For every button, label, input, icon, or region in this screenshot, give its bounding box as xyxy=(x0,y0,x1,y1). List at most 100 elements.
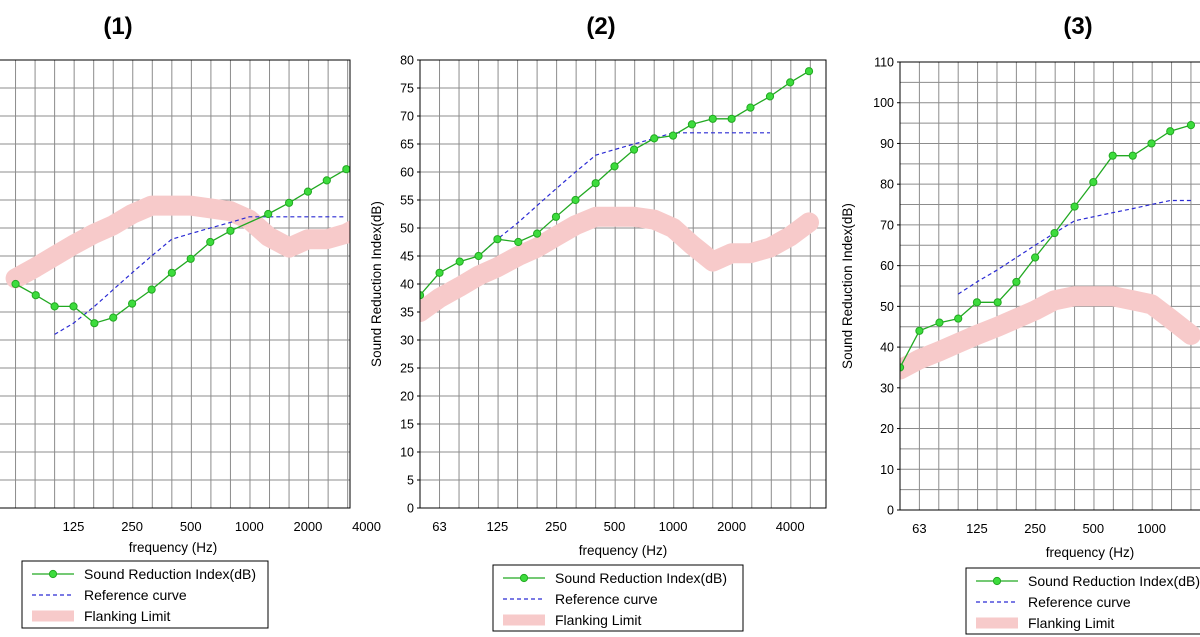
sri-point xyxy=(708,114,717,123)
y-tick-label: 45 xyxy=(400,250,414,264)
series-flanking-limit xyxy=(900,286,1200,380)
sri-point xyxy=(264,209,273,219)
chart-panel-2: (2) 0 5 10 15 20 25 30 35 40 45 50 55 60 65 70 75 80 63 125… xyxy=(369,13,827,632)
chart-title: (1) xyxy=(103,13,132,40)
sri-point xyxy=(972,298,982,307)
series-reference-curve xyxy=(54,216,347,335)
y-tick-label: 75 xyxy=(400,82,414,96)
series-layer xyxy=(900,121,1200,380)
sri-point xyxy=(993,298,1002,307)
sri-point xyxy=(1089,178,1098,187)
sri-point xyxy=(284,198,294,207)
sri-point xyxy=(167,268,176,277)
sri-point xyxy=(765,92,775,101)
x-tick-label: 250 xyxy=(545,519,567,534)
sri-point xyxy=(935,318,944,327)
x-tick-label: 1000 xyxy=(659,519,688,534)
y-tick-label: 70 xyxy=(880,218,894,232)
y-tick-label: 80 xyxy=(400,54,414,68)
sri-point xyxy=(514,237,523,247)
sri-point xyxy=(727,114,736,123)
y-tick-label: 60 xyxy=(880,259,894,273)
sri-point xyxy=(1012,277,1021,287)
sri-point xyxy=(474,251,483,261)
series-layer xyxy=(5,165,350,335)
y-tick-label: 20 xyxy=(400,390,414,404)
sri-point xyxy=(954,314,963,323)
legend-label: Flanking Limit xyxy=(84,608,170,624)
grid xyxy=(900,62,1200,510)
sri-point xyxy=(493,235,502,244)
y-tick-label: 20 xyxy=(880,422,894,436)
x-tick-label: 63 xyxy=(432,519,446,534)
legend-label: Sound Reduction Index(dB) xyxy=(84,566,256,582)
x-tick-label: 4000 xyxy=(776,519,805,534)
y-tick-label: 50 xyxy=(400,222,414,236)
legend-marker-sri xyxy=(519,573,529,583)
x-tick-label: 1000 xyxy=(235,519,264,534)
sri-point xyxy=(206,237,215,247)
sri-point xyxy=(303,187,313,196)
x-tick-label: 4000 xyxy=(352,519,381,534)
legend-label: Reference curve xyxy=(84,587,187,603)
y-tick-label: 40 xyxy=(880,341,894,355)
x-axis-label: frequency (Hz) xyxy=(129,540,218,555)
sri-point xyxy=(571,195,580,205)
chart-title: (2) xyxy=(586,13,615,40)
sri-point xyxy=(629,145,639,154)
x-tick-label: 250 xyxy=(1024,521,1046,536)
grid xyxy=(0,60,350,508)
y-axis-label: Sound Reduction Index(dB) xyxy=(369,201,384,367)
sri-point xyxy=(342,165,350,174)
sri-point xyxy=(109,313,118,322)
sri-point xyxy=(50,302,59,311)
chart-panel-3: (3) 0 10 20 30 40 50 60 70 80 90 100 110 63 125 250 500 1… xyxy=(840,13,1200,635)
y-tick-label: 55 xyxy=(400,194,414,208)
chart-title: (3) xyxy=(1063,13,1092,40)
y-tick-label: 0 xyxy=(407,502,414,516)
sri-point xyxy=(687,120,697,129)
x-tick-label: 2000 xyxy=(717,519,746,534)
sri-point xyxy=(1166,127,1175,136)
sri-point xyxy=(322,176,331,185)
sri-point xyxy=(1128,151,1137,160)
sri-point xyxy=(804,67,814,76)
legend-marker-sri xyxy=(48,569,58,579)
x-tick-label: 500 xyxy=(180,519,202,534)
series-flanking-limit xyxy=(420,206,819,322)
legend-label: Flanking Limit xyxy=(1028,615,1114,631)
x-tick-label: 63 xyxy=(912,521,926,536)
y-axis-label: Sound Reduction Index(dB) xyxy=(840,203,855,369)
sri-point xyxy=(591,179,600,188)
y-tick-label: 90 xyxy=(880,137,894,151)
sri-point xyxy=(455,257,464,266)
y-tick-label: 10 xyxy=(880,463,894,477)
legend-label: Sound Reduction Index(dB) xyxy=(1028,573,1200,589)
y-tick-label: 70 xyxy=(400,110,414,124)
x-tick-label: 2000 xyxy=(293,519,322,534)
x-tick-label: 125 xyxy=(966,521,988,536)
legend-label: Flanking Limit xyxy=(555,612,641,628)
series-reference-curve xyxy=(478,132,770,257)
x-tick-label: 250 xyxy=(121,519,143,534)
plot-frame xyxy=(0,59,351,509)
legend-label: Reference curve xyxy=(555,591,658,607)
sri-point xyxy=(90,319,99,328)
sri-point xyxy=(69,302,78,311)
sri-point xyxy=(1186,121,1196,130)
x-axis-label: frequency (Hz) xyxy=(579,543,668,558)
sri-point xyxy=(1031,253,1040,262)
legend-marker-sri xyxy=(992,576,1002,586)
x-tick-label: 500 xyxy=(1082,521,1104,536)
x-tick-label: 125 xyxy=(487,519,509,534)
y-tick-label: 40 xyxy=(400,278,414,292)
x-tick-label: 125 xyxy=(63,519,85,534)
sri-point xyxy=(786,78,795,87)
y-tick-label: 65 xyxy=(400,138,414,152)
series-sound-reduction-index xyxy=(900,124,1192,368)
sri-point xyxy=(915,326,924,335)
sri-point xyxy=(31,291,40,300)
y-tick-label: 15 xyxy=(400,418,414,432)
plot-frame xyxy=(899,61,1200,511)
